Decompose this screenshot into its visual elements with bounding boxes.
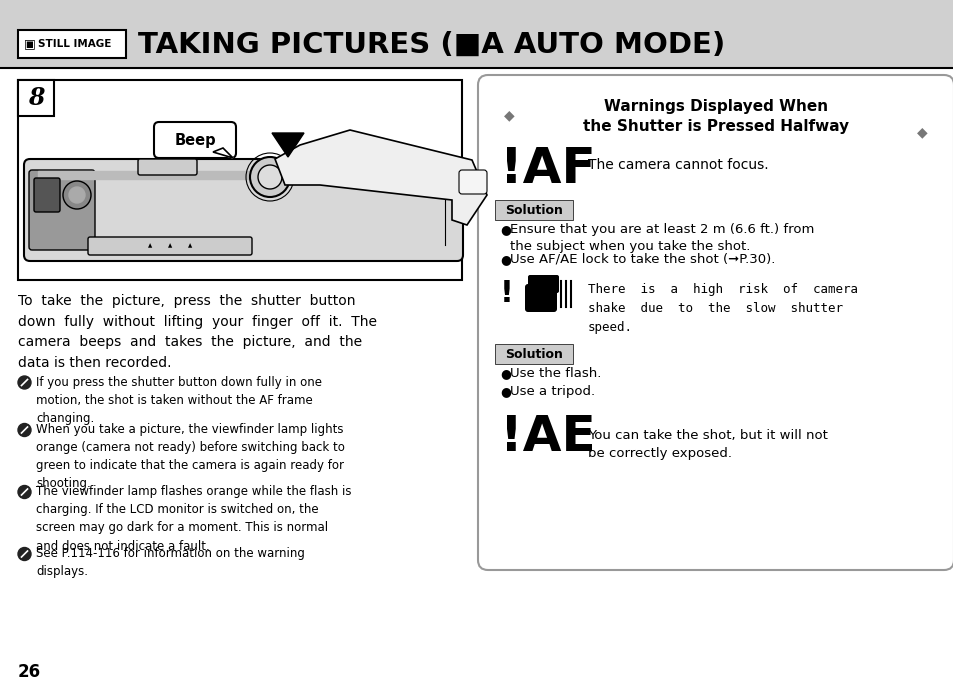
FancyBboxPatch shape <box>477 75 953 570</box>
Text: Use AF/AE lock to take the shot (➞P.30).: Use AF/AE lock to take the shot (➞P.30). <box>510 253 775 266</box>
Text: Use a tripod.: Use a tripod. <box>510 385 595 398</box>
Text: TAKING PICTURES (■A AUTO MODE): TAKING PICTURES (■A AUTO MODE) <box>138 31 724 59</box>
FancyBboxPatch shape <box>548 275 558 293</box>
Circle shape <box>18 423 30 436</box>
Text: ◆: ◆ <box>917 125 927 139</box>
FancyBboxPatch shape <box>138 159 196 175</box>
FancyBboxPatch shape <box>34 178 60 212</box>
Text: When you take a picture, the viewfinder lamp lights
orange (camera not ready) be: When you take a picture, the viewfinder … <box>36 423 345 491</box>
FancyBboxPatch shape <box>24 159 462 261</box>
Text: ●: ● <box>499 385 511 398</box>
Text: ▲: ▲ <box>148 243 152 249</box>
Text: the Shutter is Pressed Halfway: the Shutter is Pressed Halfway <box>582 120 848 135</box>
Text: ▲: ▲ <box>188 243 192 249</box>
Text: ●: ● <box>499 223 511 236</box>
Text: 8: 8 <box>28 86 44 110</box>
Text: ●: ● <box>499 367 511 380</box>
Circle shape <box>18 486 30 499</box>
Circle shape <box>257 165 282 189</box>
Bar <box>18 80 54 116</box>
Text: See P.114-116 for information on the warning
displays.: See P.114-116 for information on the war… <box>36 548 305 578</box>
Text: ▲: ▲ <box>168 243 172 249</box>
Text: ●: ● <box>499 253 511 266</box>
Text: Solution: Solution <box>504 205 562 218</box>
Text: Beep: Beep <box>174 133 215 148</box>
Polygon shape <box>274 130 486 225</box>
FancyBboxPatch shape <box>527 275 537 293</box>
Text: Use the flash.: Use the flash. <box>510 367 600 380</box>
Text: Solution: Solution <box>504 348 562 361</box>
Bar <box>38 171 449 179</box>
FancyBboxPatch shape <box>495 200 573 220</box>
Circle shape <box>63 181 91 209</box>
FancyBboxPatch shape <box>541 275 552 293</box>
FancyBboxPatch shape <box>153 122 235 158</box>
FancyBboxPatch shape <box>495 344 573 364</box>
Circle shape <box>18 376 30 389</box>
Polygon shape <box>213 148 233 158</box>
Polygon shape <box>272 133 304 157</box>
Text: !AF: !AF <box>499 145 595 193</box>
Text: 26: 26 <box>18 663 41 681</box>
FancyBboxPatch shape <box>88 237 252 255</box>
Text: Ensure that you are at least 2 m (6.6 ft.) from
the subject when you take the sh: Ensure that you are at least 2 m (6.6 ft… <box>510 223 814 253</box>
Text: Warnings Displayed When: Warnings Displayed When <box>603 100 827 115</box>
FancyBboxPatch shape <box>29 170 95 250</box>
Text: If you press the shutter button down fully in one
motion, the shot is taken with: If you press the shutter button down ful… <box>36 376 322 425</box>
Text: The viewfinder lamp flashes orange while the flash is
charging. If the LCD monit: The viewfinder lamp flashes orange while… <box>36 486 351 552</box>
Circle shape <box>18 548 30 561</box>
Text: To  take  the  picture,  press  the  shutter  button
down  fully  without  lifti: To take the picture, press the shutter b… <box>18 294 376 370</box>
Circle shape <box>69 187 85 203</box>
Text: You can take the shot, but it will not
be correctly exposed.: You can take the shot, but it will not b… <box>587 429 827 460</box>
FancyBboxPatch shape <box>18 30 126 58</box>
Text: STILL IMAGE: STILL IMAGE <box>38 39 112 49</box>
Circle shape <box>250 157 290 197</box>
Text: There  is  a  high  risk  of  camera
shake  due  to  the  slow  shutter
speed.: There is a high risk of camera shake due… <box>587 283 857 334</box>
Text: ◆: ◆ <box>503 108 514 122</box>
Text: ▣: ▣ <box>24 38 35 51</box>
Text: !: ! <box>499 279 514 308</box>
Bar <box>18 80 461 280</box>
FancyBboxPatch shape <box>458 170 486 194</box>
FancyBboxPatch shape <box>535 275 544 293</box>
FancyBboxPatch shape <box>524 284 557 312</box>
Text: !AE: !AE <box>499 413 595 461</box>
Text: The camera cannot focus.: The camera cannot focus. <box>587 158 768 172</box>
